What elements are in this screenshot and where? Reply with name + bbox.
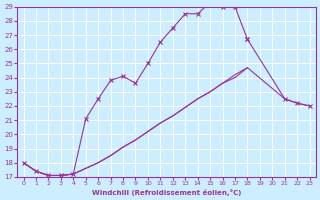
X-axis label: Windchill (Refroidissement éolien,°C): Windchill (Refroidissement éolien,°C) <box>92 189 241 196</box>
